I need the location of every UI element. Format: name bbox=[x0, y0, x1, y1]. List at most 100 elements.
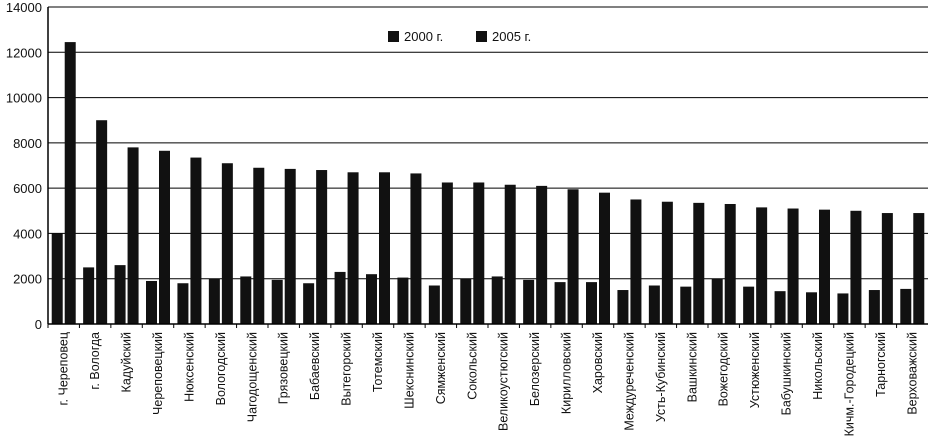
x-category-label: Кирилловский bbox=[560, 332, 574, 414]
x-category-label: Белозерский bbox=[528, 332, 542, 406]
bar-2005 bbox=[661, 201, 673, 324]
x-category-label: Вожегодский bbox=[717, 332, 731, 406]
bar-2000 bbox=[83, 267, 95, 324]
bar-2005 bbox=[221, 163, 233, 324]
x-category-label: Шекснинский bbox=[402, 332, 416, 409]
x-category-label: Великоустюгский bbox=[497, 332, 511, 431]
legend-swatch bbox=[476, 31, 487, 42]
y-tick-label: 8000 bbox=[13, 136, 42, 151]
x-category-label: Вологодский bbox=[214, 332, 228, 405]
x-category-label: Нюксенский bbox=[182, 332, 196, 402]
bar-2000 bbox=[303, 283, 315, 324]
x-category-label: Харовский bbox=[591, 332, 605, 393]
x-category-label: Тотемский bbox=[371, 332, 385, 392]
x-category-label: Усть-Кубинский bbox=[654, 332, 668, 422]
bar-2005 bbox=[819, 209, 830, 324]
bar-2005 bbox=[881, 213, 893, 324]
bar-2000 bbox=[146, 280, 157, 324]
y-tick-label: 0 bbox=[35, 317, 42, 332]
bar-2005 bbox=[787, 208, 799, 324]
bar-2005 bbox=[64, 42, 76, 324]
x-category-label: Грязовецкий bbox=[277, 332, 291, 404]
x-category-label: Сокольский bbox=[465, 332, 479, 400]
bar-2005 bbox=[379, 172, 390, 324]
bar-2005 bbox=[599, 192, 610, 324]
x-category-label: Вытегорский bbox=[340, 332, 354, 406]
x-category-label: Верховажский bbox=[905, 332, 919, 415]
x-category-label: Кичм.-Городецкий bbox=[842, 332, 856, 436]
axes bbox=[47, 7, 928, 328]
bar-2000 bbox=[428, 285, 440, 324]
legend: 2000 г. 2005 г. bbox=[388, 29, 531, 44]
x-category-label: Кадуйский bbox=[120, 332, 134, 392]
y-axis-tick-labels: 0 2000 4000 6000 8000 10000 12000 14000 bbox=[6, 0, 42, 332]
bar-2005 bbox=[724, 203, 736, 324]
bar-2000 bbox=[460, 278, 472, 324]
x-category-label: Бабушкинский bbox=[780, 332, 794, 415]
bar-2005 bbox=[253, 167, 265, 324]
bar-2005 bbox=[913, 213, 925, 324]
x-category-label: Череповецкий bbox=[151, 332, 165, 415]
bar-2000 bbox=[114, 265, 126, 324]
bar-2005 bbox=[536, 185, 548, 324]
y-tick-label: 10000 bbox=[6, 91, 42, 106]
bar-2005 bbox=[127, 147, 139, 324]
bar-2000 bbox=[366, 274, 377, 324]
x-category-label: Междуреченский bbox=[622, 332, 636, 431]
x-category-label: Устюженский bbox=[748, 332, 762, 408]
bar-2000 bbox=[240, 276, 252, 324]
x-axis-category-labels: г. Череповец г. Вологда Кадуйский Череповец… bbox=[57, 332, 920, 436]
bar-2000 bbox=[271, 279, 283, 324]
legend-swatch bbox=[388, 31, 399, 42]
x-category-label: г. Вологда bbox=[88, 332, 102, 390]
bar-2000 bbox=[711, 278, 723, 324]
legend-label: 2005 г. bbox=[492, 29, 531, 44]
bar-2005 bbox=[693, 202, 705, 324]
bar-2000 bbox=[617, 290, 629, 324]
x-category-label: г. Череповец bbox=[57, 332, 71, 406]
bar-2005 bbox=[850, 210, 862, 324]
bar-2005 bbox=[441, 182, 453, 324]
bar-2005 bbox=[410, 173, 422, 324]
bar-2005 bbox=[190, 157, 202, 324]
bar-2000 bbox=[208, 278, 220, 324]
x-category-label: Никольский bbox=[811, 332, 825, 400]
bar-2000 bbox=[868, 290, 880, 324]
bar-2000 bbox=[743, 286, 755, 324]
bar-2005 bbox=[756, 207, 768, 324]
bar-2000 bbox=[397, 277, 409, 324]
bar-2000 bbox=[680, 286, 692, 324]
bar-2000 bbox=[51, 233, 63, 324]
x-category-label: Тарногский bbox=[874, 332, 888, 397]
bar-2005 bbox=[96, 120, 108, 324]
bar-2000 bbox=[523, 279, 535, 324]
bar-2005 bbox=[284, 168, 296, 324]
bar-2005 bbox=[316, 170, 328, 324]
legend-label: 2000 г. bbox=[404, 29, 443, 44]
bar-2000 bbox=[334, 271, 346, 324]
bar-2005 bbox=[630, 199, 642, 324]
bar-2000 bbox=[554, 282, 566, 324]
x-category-label: Чагодощенский bbox=[245, 332, 259, 422]
bar-2000 bbox=[491, 276, 503, 324]
bar-2005 bbox=[473, 182, 485, 324]
x-category-label: Вашкинский bbox=[685, 332, 699, 402]
y-tick-label: 6000 bbox=[13, 181, 42, 196]
bar-2000 bbox=[900, 288, 912, 324]
bar-2000 bbox=[586, 282, 597, 324]
bar-2000 bbox=[837, 293, 849, 324]
bar-2000 bbox=[648, 285, 660, 324]
bar-2005 bbox=[347, 172, 359, 324]
y-tick-label: 2000 bbox=[13, 272, 42, 287]
bar-2000 bbox=[774, 291, 786, 324]
bar-2005 bbox=[567, 189, 579, 324]
y-tick-label: 12000 bbox=[6, 45, 42, 60]
bars bbox=[51, 42, 925, 324]
y-tick-label: 4000 bbox=[13, 226, 42, 241]
bar-2005 bbox=[159, 150, 170, 324]
y-tick-label: 14000 bbox=[6, 0, 42, 15]
bar-2005 bbox=[504, 184, 516, 324]
x-category-label: Бабаевский bbox=[308, 332, 322, 400]
x-category-label: Сямженский bbox=[434, 332, 448, 404]
